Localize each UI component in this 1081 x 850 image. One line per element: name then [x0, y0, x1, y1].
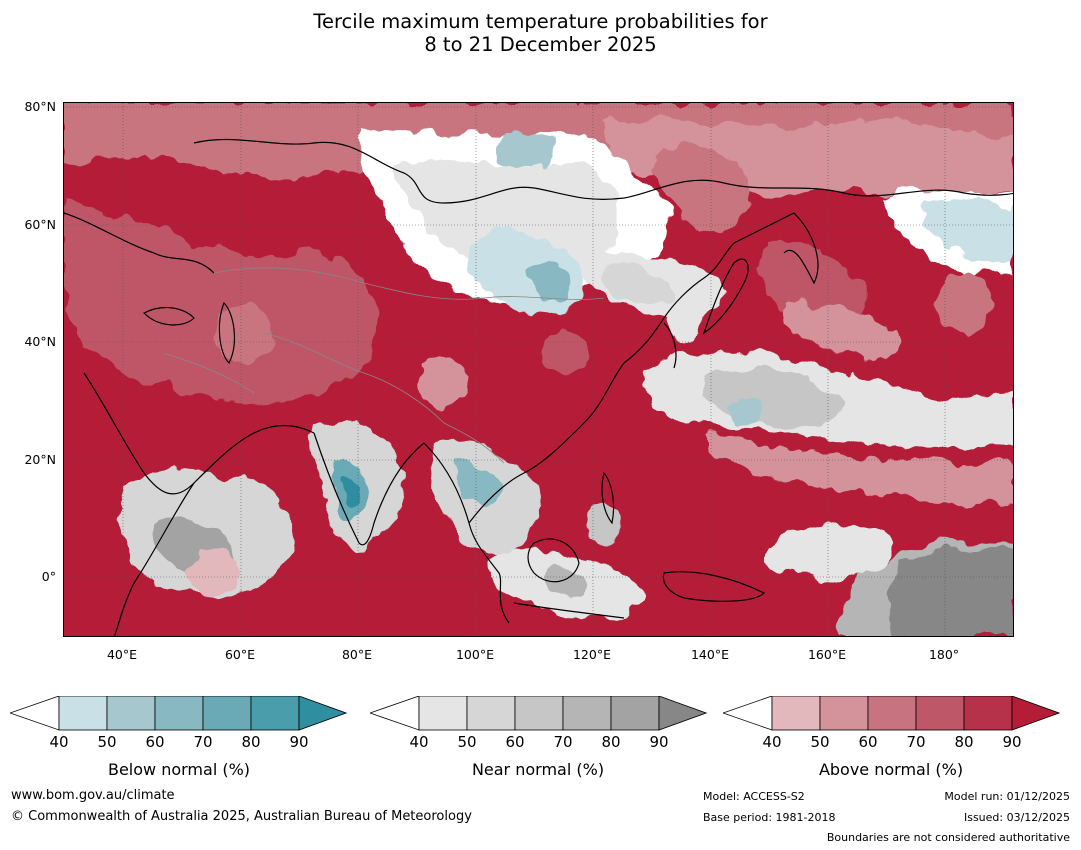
- swatch-near-60: [514, 695, 564, 731]
- lon-label-120e: 120°E: [572, 647, 611, 662]
- swatch-below-60: [154, 695, 204, 731]
- tick-above-80: 80: [954, 733, 974, 751]
- colorbar-near-normal: [368, 695, 708, 732]
- colorbar-below-label: Below normal (%): [107, 760, 251, 779]
- swatch-near-50: [466, 695, 516, 731]
- tick-near-50: 50: [457, 733, 477, 751]
- probability-small-patches: [189, 273, 994, 598]
- tick-near-70: 70: [553, 733, 573, 751]
- lon-label-140e: 140°E: [690, 647, 729, 662]
- tick-near-60: 60: [505, 733, 525, 751]
- colorbar-below-normal: [8, 695, 348, 732]
- lat-label-0: 0°: [41, 569, 56, 584]
- tick-below-70: 70: [193, 733, 213, 751]
- tick-near-40: 40: [409, 733, 429, 751]
- colorbar-above-label: Above normal (%): [818, 760, 964, 779]
- tick-above-50: 50: [810, 733, 830, 751]
- tick-above-60: 60: [858, 733, 878, 751]
- swatch-near-80: [610, 695, 660, 731]
- swatch-above-90: [1011, 695, 1061, 731]
- tick-above-40: 40: [762, 733, 782, 751]
- lon-label-40e: 40°E: [106, 647, 138, 662]
- lat-label-60n: 60°N: [24, 217, 56, 232]
- lon-label-160e: 160°E: [807, 647, 846, 662]
- swatch-above-70: [915, 695, 965, 731]
- tick-below-40: 40: [49, 733, 69, 751]
- copyright-text: © Commonwealth of Australia 2025, Austra…: [11, 809, 472, 824]
- lon-label-100e: 100°E: [455, 647, 494, 662]
- map-title-line1: Tercile maximum temperature probabilitie…: [313, 10, 768, 33]
- swatch-above-60: [867, 695, 917, 731]
- tick-below-80: 80: [241, 733, 261, 751]
- swatch-below-50: [106, 695, 156, 731]
- tick-near-90: 90: [649, 733, 669, 751]
- model-run-date: Model run: 01/12/2025: [944, 790, 1070, 803]
- tick-above-70: 70: [906, 733, 926, 751]
- lat-label-40n: 40°N: [24, 334, 56, 349]
- swatch-near-70: [562, 695, 612, 731]
- website-link[interactable]: www.bom.gov.au/climate: [11, 788, 175, 803]
- boundaries-disclaimer: Boundaries are not considered authoritat…: [826, 831, 1070, 844]
- lat-label-20n: 20°N: [24, 452, 56, 467]
- lon-label-60e: 60°E: [224, 647, 256, 662]
- swatch-near-40: [418, 695, 468, 731]
- swatch-near-90: [658, 695, 708, 731]
- colorbar-above-normal: [721, 695, 1061, 732]
- swatch-above-40: [771, 695, 821, 731]
- coastlines: [64, 138, 1013, 636]
- swatch-below-70: [202, 695, 252, 731]
- swatch-above-80: [963, 695, 1013, 731]
- issued-date: Issued: 03/12/2025: [963, 811, 1070, 824]
- swatch-above-50: [819, 695, 869, 731]
- probability-map: [63, 102, 1014, 637]
- swatch-below-40: [58, 695, 108, 731]
- lon-label-80e: 80°E: [341, 647, 373, 662]
- base-period: Base period: 1981-2018: [703, 811, 836, 824]
- tick-below-90: 90: [289, 733, 309, 751]
- model-name: Model: ACCESS-S2: [703, 790, 805, 803]
- lon-label-180: 180°: [928, 647, 960, 662]
- probability-shading: [64, 103, 1013, 636]
- tick-above-90: 90: [1002, 733, 1022, 751]
- tick-below-50: 50: [97, 733, 117, 751]
- colorbar-near-label: Near normal (%): [471, 760, 605, 779]
- swatch-below-90: [298, 695, 348, 731]
- tick-near-80: 80: [601, 733, 621, 751]
- lat-label-80n: 80°N: [24, 99, 56, 114]
- tick-below-60: 60: [145, 733, 165, 751]
- country-boundaries: [163, 267, 605, 464]
- swatch-below-80: [250, 695, 300, 731]
- map-title-line2: 8 to 21 December 2025: [424, 33, 657, 56]
